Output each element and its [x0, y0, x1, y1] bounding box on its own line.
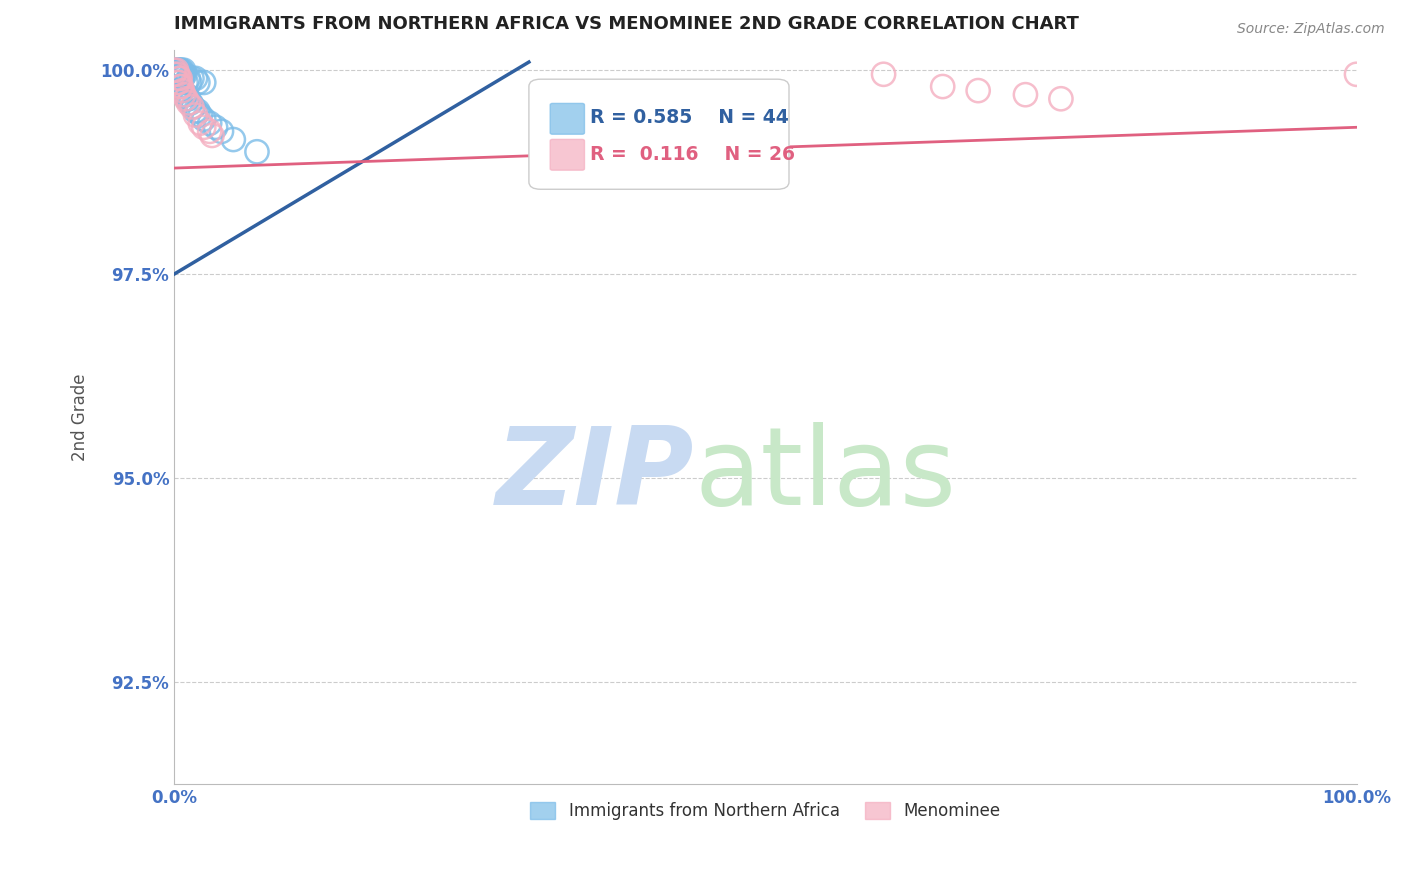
Point — [163, 67, 186, 81]
Point — [170, 63, 193, 78]
Point — [169, 63, 191, 78]
Point — [173, 67, 195, 81]
FancyBboxPatch shape — [550, 139, 585, 170]
Point — [172, 84, 194, 98]
FancyBboxPatch shape — [529, 79, 789, 189]
Point — [188, 108, 211, 122]
Point — [179, 75, 201, 89]
Point — [967, 84, 990, 98]
Text: Source: ZipAtlas.com: Source: ZipAtlas.com — [1237, 22, 1385, 37]
FancyBboxPatch shape — [550, 103, 585, 134]
Legend: Immigrants from Northern Africa, Menominee: Immigrants from Northern Africa, Menomin… — [524, 796, 1007, 827]
Point — [246, 145, 269, 159]
Point — [1014, 87, 1036, 102]
Text: ZIP: ZIP — [496, 423, 695, 528]
Point — [204, 120, 226, 135]
Point — [166, 75, 188, 89]
Point — [167, 67, 190, 81]
Point — [167, 79, 190, 94]
Point — [177, 95, 200, 110]
Point — [193, 112, 215, 127]
Point — [166, 63, 188, 78]
Point — [170, 67, 193, 81]
Point — [166, 63, 188, 78]
Point — [173, 63, 195, 78]
Point — [172, 67, 194, 81]
Point — [166, 67, 188, 81]
Text: IMMIGRANTS FROM NORTHERN AFRICA VS MENOMINEE 2ND GRADE CORRELATION CHART: IMMIGRANTS FROM NORTHERN AFRICA VS MENOM… — [174, 15, 1078, 33]
Point — [184, 108, 207, 122]
Point — [166, 67, 188, 81]
Point — [163, 63, 186, 78]
Point — [166, 67, 188, 81]
Point — [166, 71, 188, 86]
Point — [173, 87, 195, 102]
Text: R = 0.585    N = 44: R = 0.585 N = 44 — [591, 108, 789, 127]
Point — [173, 87, 195, 102]
Point — [166, 75, 188, 89]
Point — [184, 103, 207, 118]
Point — [198, 116, 221, 130]
Point — [167, 71, 190, 86]
Point — [167, 63, 190, 78]
Point — [170, 79, 193, 94]
Y-axis label: 2nd Grade: 2nd Grade — [72, 373, 89, 460]
Point — [1050, 92, 1073, 106]
Point — [180, 95, 202, 110]
Point — [181, 71, 204, 86]
Text: R =  0.116    N = 26: R = 0.116 N = 26 — [591, 145, 796, 163]
Point — [163, 63, 186, 78]
Point — [173, 87, 195, 102]
Point — [201, 128, 224, 143]
Point — [931, 79, 953, 94]
Text: atlas: atlas — [695, 423, 956, 528]
Point — [872, 67, 894, 81]
Point — [169, 79, 191, 94]
Point — [177, 92, 200, 106]
Point — [169, 71, 191, 86]
Point — [222, 132, 245, 146]
Point — [174, 75, 197, 89]
Point — [172, 84, 194, 98]
Point — [167, 75, 190, 89]
Point — [174, 92, 197, 106]
Point — [176, 92, 198, 106]
Point — [1346, 67, 1368, 81]
Point — [172, 71, 194, 86]
Point — [169, 84, 191, 98]
Point — [181, 100, 204, 114]
Point — [198, 124, 221, 138]
Point — [193, 75, 215, 89]
Point — [184, 71, 207, 86]
Point — [170, 84, 193, 98]
Point — [193, 120, 215, 135]
Point — [211, 124, 233, 138]
Point — [187, 103, 209, 118]
Point — [177, 71, 200, 86]
Point — [163, 67, 186, 81]
Point — [188, 116, 211, 130]
Point — [174, 87, 197, 102]
Point — [181, 100, 204, 114]
Point — [187, 75, 209, 89]
Point — [166, 63, 188, 78]
